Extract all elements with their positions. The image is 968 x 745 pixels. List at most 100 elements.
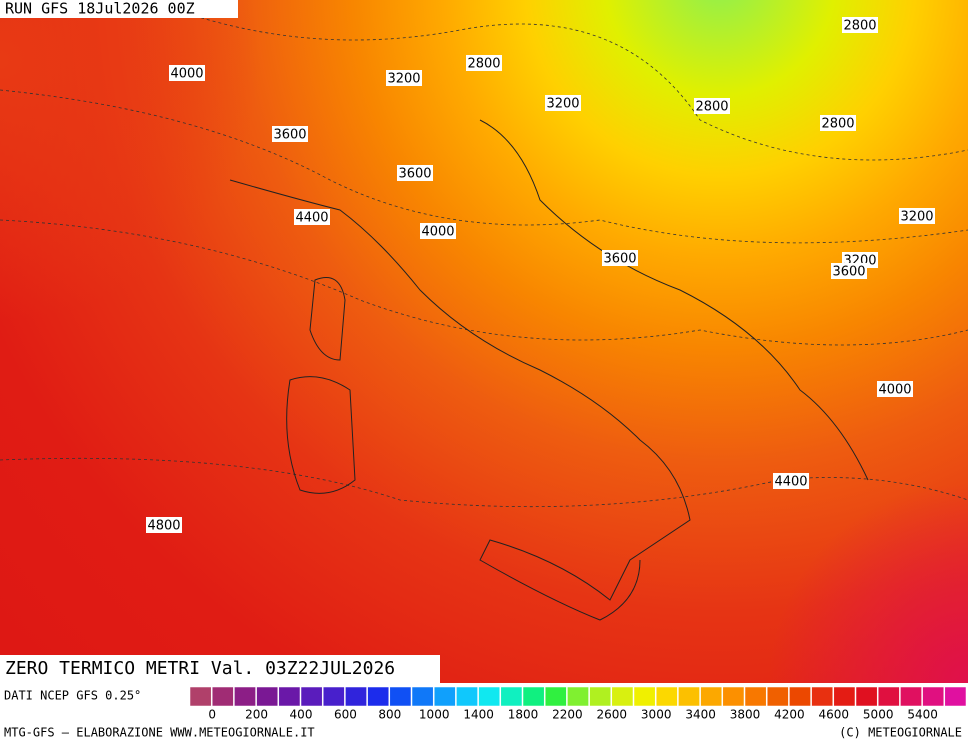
isoline [0, 457, 968, 508]
coastline [309, 277, 346, 361]
contour-label-box [294, 209, 330, 225]
colorbar-label: 2200 [552, 708, 583, 722]
contour-label: 2800 [821, 117, 854, 132]
colorbar-swatch [922, 686, 945, 707]
colorbar-label: 3800 [730, 708, 761, 722]
colorbar-swatch [833, 686, 856, 707]
colorbar-label: 3000 [641, 708, 672, 722]
colorbar-swatch [478, 686, 501, 707]
run-label: RUN GFS 18Jul2026 00Z [5, 0, 195, 18]
contour-label: 3600 [832, 265, 865, 280]
colorbar-swatch [456, 686, 478, 707]
title-box [0, 655, 440, 683]
colorbar-swatch [367, 686, 390, 707]
colorbar-label: 5000 [863, 708, 894, 722]
contour-label-box [397, 165, 433, 181]
colorbar-swatch [678, 686, 700, 707]
source-label: DATI NCEP GFS 0.25° [4, 689, 141, 703]
contour-labels: 4000 2800 3200 2800 3200 2800 2800 3600 3600 4400… [146, 17, 935, 534]
colorbar-swatch [278, 686, 301, 707]
contour-label-box [842, 17, 878, 33]
contour-label: 3600 [398, 167, 431, 182]
isoline [149, 0, 968, 161]
colorbar-swatch [766, 686, 789, 707]
colorbar-swatch [544, 686, 567, 707]
colorbar-label: 1400 [463, 708, 494, 722]
header-box [0, 0, 238, 18]
colorbar-swatch [189, 686, 212, 707]
coastlines [229, 119, 869, 621]
contour-label: 2800 [467, 57, 500, 72]
contour-label: 4000 [878, 383, 911, 398]
contour-label: 3600 [273, 128, 306, 143]
colorbar-swatch [700, 686, 723, 707]
colorbar-swatch [589, 686, 612, 707]
map-shade [0, 0, 968, 683]
coastline [479, 119, 869, 481]
colorbar-label: 4200 [774, 708, 805, 722]
contour-label: 4000 [170, 67, 203, 82]
isoline [0, 89, 968, 244]
colorbar-label: 800 [378, 708, 401, 722]
colorbar-label: 600 [334, 708, 357, 722]
contour-label-box [820, 115, 856, 131]
contour-label: 4800 [147, 519, 180, 534]
contour-label-box [466, 55, 502, 71]
colorbar-label: 1000 [419, 708, 450, 722]
contour-label: 2800 [695, 100, 728, 115]
colorbar-swatch [944, 686, 967, 707]
contour-label-box [877, 381, 913, 397]
colorbar-swatch [389, 686, 412, 707]
colorbar-swatch [345, 686, 367, 707]
contour-label: 3200 [546, 97, 579, 112]
contour-label-box [545, 95, 581, 111]
colorbar-swatch [411, 686, 434, 707]
colorbar-swatch [877, 686, 900, 707]
colorbar-label: 0 [208, 708, 216, 722]
colorbar-swatch [322, 686, 345, 707]
colorbar-label: 1800 [508, 708, 539, 722]
contour-label: 4000 [421, 225, 454, 240]
contour-label-box [272, 126, 308, 142]
map-title: ZERO TERMICO METRI Val. 03Z22JUL2026 [5, 658, 395, 679]
colorbar-swatch [522, 686, 545, 707]
colorbar-swatch [256, 686, 279, 707]
contour-label-box [420, 223, 456, 239]
colorbar-swatch [855, 686, 878, 707]
contour-label-box [146, 517, 182, 533]
colorbar-label: 4600 [819, 708, 850, 722]
colorbar-swatch [433, 686, 456, 707]
isolines [0, 0, 968, 508]
colorbar-label: 5400 [907, 708, 938, 722]
coastline [286, 376, 356, 494]
colorbar-swatch [611, 686, 634, 707]
contour-label-box [831, 263, 867, 279]
contour-label-box [169, 65, 205, 81]
coastline [229, 179, 691, 621]
colorbar-label: 200 [245, 708, 268, 722]
colorbar-swatch [789, 686, 811, 707]
colorbar-swatch [655, 686, 678, 707]
colorbar-swatch [722, 686, 745, 707]
contour-label: 2800 [843, 19, 876, 34]
contour-label: 4400 [295, 211, 328, 226]
colorbar: 0 200 400 600 800 1000 1400 1800 2200 2600 3000 340… [189, 686, 967, 722]
colorbar-swatch [900, 686, 922, 707]
colorbar-label: 3400 [685, 708, 716, 722]
colorbar-swatch [633, 686, 656, 707]
colorbar-swatch [300, 686, 323, 707]
contour-label: 3200 [387, 72, 420, 87]
colorbar-label: 2600 [597, 708, 628, 722]
footer-right: (C) METEOGIORNALE [839, 726, 962, 740]
footer-left: MTG-GFS — ELABORAZIONE WWW.METEOGIORNALE… [4, 726, 315, 740]
contour-label-box [602, 250, 638, 266]
contour-label-box [899, 208, 935, 224]
colorbar-swatch [744, 686, 767, 707]
colorbar-swatch [234, 686, 256, 707]
colorbar-swatch [500, 686, 523, 707]
contour-label-box [773, 473, 809, 489]
contour-label: 3200 [900, 210, 933, 225]
colorbar-swatch [567, 686, 589, 707]
